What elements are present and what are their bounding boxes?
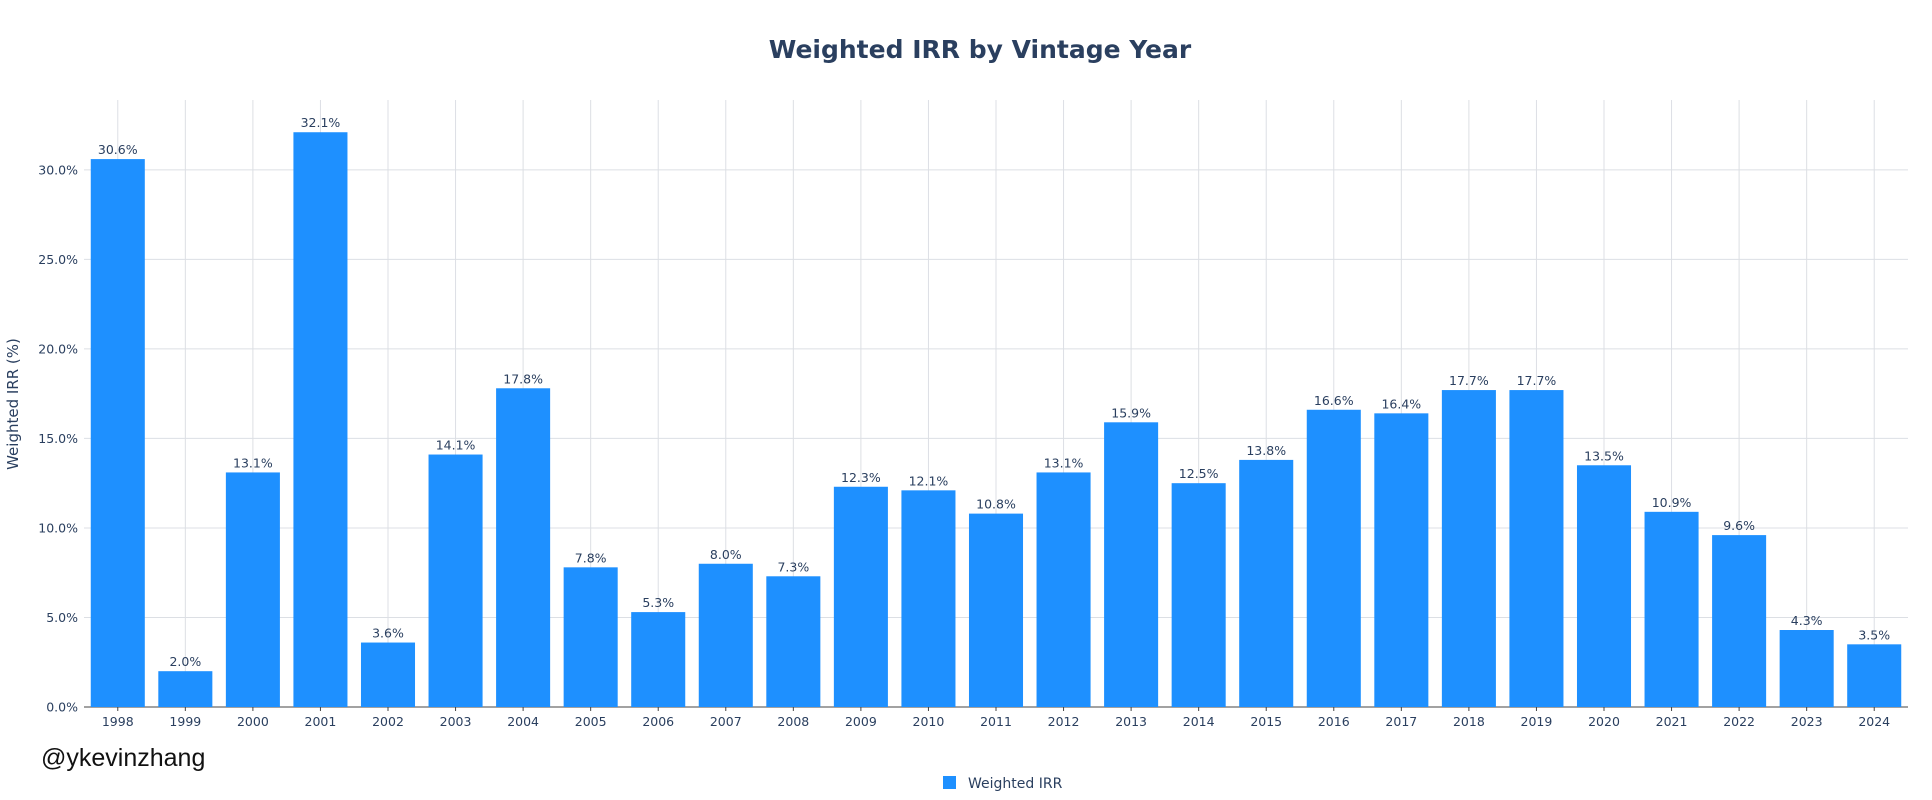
x-tick-label-2024: 2024 xyxy=(1858,714,1890,729)
x-tick-label-2015: 2015 xyxy=(1250,714,1282,729)
legend-swatch[interactable] xyxy=(943,776,956,789)
legend-label[interactable]: Weighted IRR xyxy=(968,776,1063,792)
bar-2022[interactable] xyxy=(1712,535,1767,707)
bar-2001[interactable] xyxy=(293,132,348,707)
x-tick-label-2007: 2007 xyxy=(710,714,742,729)
y-tick-label: 10.0% xyxy=(38,520,78,535)
y-axis-ticks: 0.0% 5.0% 10.0% 15.0% 20.0% 25.0% 30.0% xyxy=(38,162,78,714)
x-tick-label-2001: 2001 xyxy=(305,714,337,729)
data-label-2014: 12.5% xyxy=(1179,466,1219,481)
data-label-2006: 5.3% xyxy=(642,595,674,610)
bar-2006[interactable] xyxy=(631,612,686,707)
bar-2012[interactable] xyxy=(1036,472,1091,707)
data-label-2019: 17.7% xyxy=(1517,373,1557,388)
x-tick-label-2023: 2023 xyxy=(1791,714,1823,729)
bar-2016[interactable] xyxy=(1306,409,1361,707)
data-labels: 30.6% 2.0% 13.1% 32.1% 3.6% 14.1% 17.8% 7.8% 5.3… xyxy=(98,115,1890,669)
bar-2024[interactable] xyxy=(1847,644,1902,707)
bar-2009[interactable] xyxy=(833,486,888,707)
x-tick-label-2004: 2004 xyxy=(507,714,539,729)
bar-2002[interactable] xyxy=(360,642,416,707)
data-label-2002: 3.6% xyxy=(372,626,404,641)
bar-2010[interactable] xyxy=(901,490,956,707)
data-label-2010: 12.1% xyxy=(909,473,949,488)
x-tick-label-2017: 2017 xyxy=(1385,714,1417,729)
data-label-2001: 32.1% xyxy=(301,115,341,130)
x-tick-label-2008: 2008 xyxy=(777,714,809,729)
bar-2005[interactable] xyxy=(563,567,618,707)
x-tick-label-2003: 2003 xyxy=(440,714,472,729)
bar-2021[interactable] xyxy=(1644,511,1699,707)
data-label-2024: 3.5% xyxy=(1858,627,1890,642)
data-label-2013: 15.9% xyxy=(1111,405,1151,420)
bar-2000[interactable] xyxy=(225,472,280,707)
x-tick-label-2019: 2019 xyxy=(1521,714,1553,729)
y-tick-label: 25.0% xyxy=(38,252,78,267)
x-tick-label-1999: 1999 xyxy=(169,714,201,729)
bar-1999[interactable] xyxy=(158,671,213,707)
data-label-2008: 7.3% xyxy=(777,559,809,574)
x-tick-label-2009: 2009 xyxy=(845,714,877,729)
bar-2019[interactable] xyxy=(1509,390,1564,707)
bar-2023[interactable] xyxy=(1779,630,1834,707)
data-label-1998: 30.6% xyxy=(98,142,138,157)
x-tick-label-2002: 2002 xyxy=(372,714,404,729)
bar-2003[interactable] xyxy=(428,454,483,707)
x-tick-label-2016: 2016 xyxy=(1318,714,1350,729)
data-label-2020: 13.5% xyxy=(1584,448,1624,463)
data-label-1999: 2.0% xyxy=(169,654,201,669)
x-tick-label-2000: 2000 xyxy=(237,714,269,729)
data-label-2017: 16.4% xyxy=(1381,396,1421,411)
chart-title: Weighted IRR by Vintage Year xyxy=(769,35,1192,64)
bar-2004[interactable] xyxy=(496,388,551,707)
data-label-2018: 17.7% xyxy=(1449,373,1489,388)
y-axis-title: Weighted IRR (%) xyxy=(4,338,22,470)
bar-2018[interactable] xyxy=(1441,390,1496,707)
x-tick-label-2014: 2014 xyxy=(1183,714,1215,729)
data-label-2012: 13.1% xyxy=(1044,455,1084,470)
bar-2020[interactable] xyxy=(1576,465,1632,707)
data-label-2004: 17.8% xyxy=(503,371,543,386)
x-tick-label-1998: 1998 xyxy=(102,714,134,729)
bars xyxy=(90,132,1902,707)
y-tick-label: 20.0% xyxy=(38,341,78,356)
data-label-2021: 10.9% xyxy=(1652,495,1692,510)
bar-2011[interactable] xyxy=(968,513,1024,707)
x-axis-ticks: 1998 1999 2000 2001 2002 2003 2004 2005 2006 2007… xyxy=(102,707,1890,729)
bar-2013[interactable] xyxy=(1104,422,1159,707)
y-tick-label: 30.0% xyxy=(38,162,78,177)
data-label-2005: 7.8% xyxy=(575,550,607,565)
x-tick-label-2022: 2022 xyxy=(1723,714,1755,729)
data-label-2000: 13.1% xyxy=(233,455,273,470)
bar-1998[interactable] xyxy=(90,159,145,707)
data-label-2009: 12.3% xyxy=(841,470,881,485)
data-label-2023: 4.3% xyxy=(1791,613,1823,628)
data-label-2011: 10.8% xyxy=(976,497,1016,512)
x-tick-label-2012: 2012 xyxy=(1048,714,1080,729)
y-tick-label: 0.0% xyxy=(46,700,78,715)
y-tick-label: 5.0% xyxy=(46,610,78,625)
x-tick-label-2013: 2013 xyxy=(1115,714,1147,729)
x-tick-label-2005: 2005 xyxy=(575,714,607,729)
data-label-2003: 14.1% xyxy=(436,438,476,453)
data-label-2016: 16.6% xyxy=(1314,393,1354,408)
x-tick-label-2020: 2020 xyxy=(1588,714,1620,729)
x-tick-label-2010: 2010 xyxy=(913,714,945,729)
y-tick-label: 15.0% xyxy=(38,431,78,446)
x-tick-label-2018: 2018 xyxy=(1453,714,1485,729)
data-label-2007: 8.0% xyxy=(710,547,742,562)
data-label-2015: 13.8% xyxy=(1246,443,1286,458)
x-tick-label-2011: 2011 xyxy=(980,714,1012,729)
data-label-2022: 9.6% xyxy=(1723,518,1755,533)
bar-2015[interactable] xyxy=(1239,459,1294,707)
bar-2014[interactable] xyxy=(1171,483,1226,707)
x-tick-label-2006: 2006 xyxy=(642,714,674,729)
x-tick-label-2021: 2021 xyxy=(1656,714,1688,729)
bar-2008[interactable] xyxy=(766,576,821,707)
watermark-handle: @ykevinzhang xyxy=(41,744,205,772)
legend[interactable]: Weighted IRR xyxy=(943,776,1063,792)
bar-2017[interactable] xyxy=(1374,413,1429,707)
bar-2007[interactable] xyxy=(698,563,753,707)
